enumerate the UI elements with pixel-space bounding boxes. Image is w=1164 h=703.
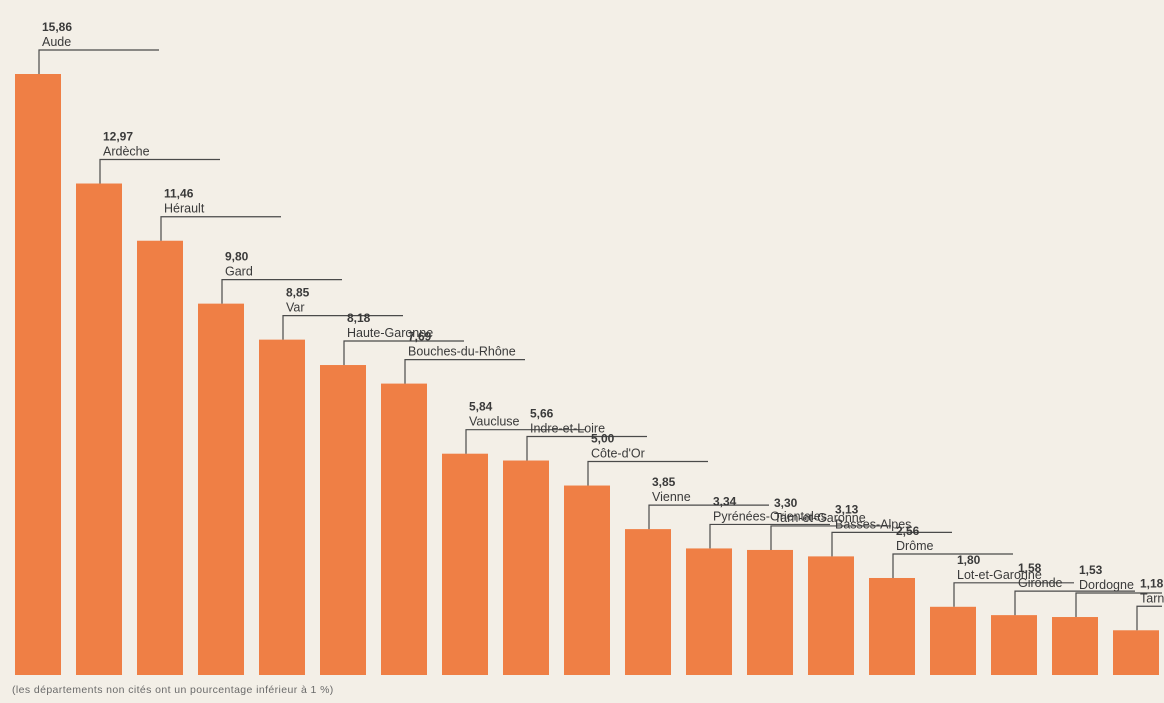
- category-label-13: Basses-Alpes: [835, 517, 911, 531]
- value-label-3: 9,80: [225, 250, 249, 264]
- bar-16: [991, 615, 1037, 675]
- bar-9: [564, 485, 610, 675]
- bar-4: [259, 339, 305, 675]
- value-label-14: 2,56: [896, 524, 920, 538]
- leader-line-16: [1014, 590, 1135, 616]
- category-label-6: Bouches-du-Rhône: [408, 345, 516, 359]
- value-label-7: 5,84: [469, 400, 493, 414]
- leader-line-12: [770, 525, 891, 550]
- leader-line-14: [892, 553, 1013, 578]
- category-label-16: Gironde: [1018, 576, 1063, 590]
- bar-17: [1052, 617, 1098, 675]
- leader-line-10: [648, 504, 769, 530]
- category-label-8: Indre-et-Loire: [530, 422, 605, 436]
- bar-18: [1113, 630, 1159, 675]
- value-label-2: 11,46: [164, 187, 194, 201]
- category-label-7: Vaucluse: [469, 415, 520, 429]
- value-label-17: 1,53: [1079, 563, 1103, 577]
- bar-6: [381, 383, 427, 675]
- category-label-3: Gard: [225, 265, 253, 279]
- value-label-0: 15,86: [42, 20, 72, 34]
- value-label-15: 1,80: [957, 553, 981, 567]
- category-label-18: Tarn: [1140, 591, 1164, 605]
- value-label-8: 5,66: [530, 407, 554, 421]
- value-label-16: 1,58: [1018, 561, 1042, 575]
- value-label-4: 8,85: [286, 286, 310, 300]
- category-label-1: Ardèche: [103, 145, 150, 159]
- category-label-4: Var: [286, 301, 305, 315]
- value-label-6: 7,69: [408, 330, 432, 344]
- footnote: (les départements non cités ont un pourc…: [12, 684, 334, 696]
- value-label-10: 3,85: [652, 475, 676, 489]
- bar-13: [808, 556, 854, 675]
- category-label-15: Lot-et-Garonne: [957, 568, 1042, 582]
- bar-12: [747, 549, 793, 675]
- category-label-10: Vienne: [652, 490, 691, 504]
- bar-15: [930, 606, 976, 675]
- category-label-11: Pyrénées-Orientales: [713, 509, 827, 523]
- leader-line-0: [38, 49, 159, 74]
- value-label-18: 1,18: [1140, 576, 1164, 590]
- bar-3: [198, 303, 244, 675]
- category-label-9: Côte-d'Or: [591, 447, 645, 461]
- category-label-0: Aude: [42, 35, 71, 49]
- bar-1: [76, 183, 122, 676]
- leader-line-2: [160, 216, 281, 241]
- leader-line-5: [343, 340, 464, 366]
- category-label-17: Dordogne: [1079, 578, 1134, 592]
- leader-line-15: [953, 582, 1074, 607]
- leader-line-8: [526, 435, 647, 461]
- value-label-12: 3,30: [774, 496, 798, 510]
- leader-line-18: [1136, 605, 1162, 631]
- leader-line-1: [99, 158, 220, 184]
- category-label-12: Tarn-et-Garonne: [774, 511, 866, 525]
- leader-line-3: [221, 279, 342, 304]
- category-label-14: Drôme: [896, 539, 934, 553]
- leader-line-11: [709, 523, 830, 549]
- category-label-5: Haute-Garonne: [347, 326, 433, 340]
- leader-line-9: [587, 460, 708, 486]
- value-label-11: 3,34: [713, 494, 737, 508]
- bar-10: [625, 529, 671, 675]
- bar-7: [442, 453, 488, 675]
- leader-line-17: [1075, 592, 1162, 618]
- bar-8: [503, 460, 549, 675]
- leader-line-4: [282, 315, 403, 340]
- bar-14: [869, 577, 915, 675]
- value-label-5: 8,18: [347, 311, 371, 325]
- value-label-1: 12,97: [103, 130, 133, 144]
- leaders-layer: [38, 49, 1162, 631]
- bars-layer: [15, 74, 1159, 676]
- value-label-9: 5,00: [591, 432, 615, 446]
- bar-5: [320, 365, 366, 675]
- category-label-2: Hérault: [164, 202, 205, 216]
- leader-line-7: [465, 429, 586, 454]
- bar-11: [686, 548, 732, 675]
- bar-2: [137, 240, 183, 675]
- leader-line-13: [831, 531, 952, 557]
- leader-line-6: [404, 358, 525, 384]
- bar-0: [15, 74, 61, 675]
- value-label-13: 3,13: [835, 502, 859, 516]
